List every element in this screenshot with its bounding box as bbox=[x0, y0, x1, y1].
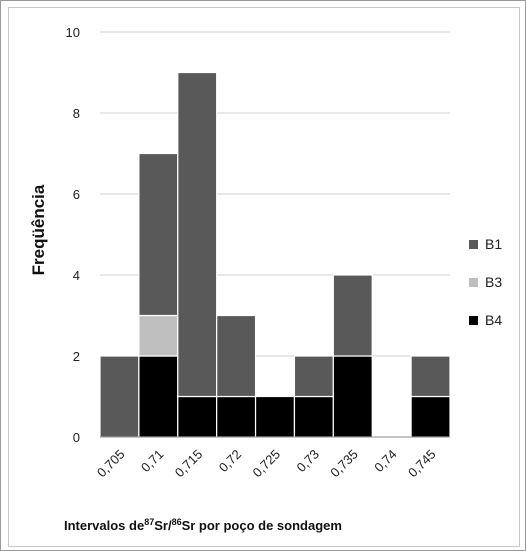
x-axis-title-prefix: Intervalos de bbox=[64, 518, 144, 533]
x-tick-label: 0,73 bbox=[294, 447, 323, 476]
bar-segment-b4 bbox=[216, 395, 257, 438]
bar-segment-b1 bbox=[99, 355, 140, 438]
x-axis-title-sup1: 87 bbox=[144, 517, 154, 527]
x-tick-label: 0,735 bbox=[327, 447, 361, 481]
legend-swatch-b3 bbox=[469, 278, 478, 287]
y-tick-label: 4 bbox=[73, 268, 80, 283]
bar-segment-b4 bbox=[177, 395, 218, 438]
y-tick-label: 10 bbox=[66, 25, 80, 40]
y-tick-label: 6 bbox=[73, 187, 80, 202]
bar-segment-b1 bbox=[177, 71, 218, 398]
bar-segment-b4 bbox=[254, 395, 296, 438]
bar-segment-b1 bbox=[293, 355, 334, 398]
bar-segment-b4 bbox=[332, 355, 373, 438]
x-axis-title-sup2: 86 bbox=[172, 517, 182, 527]
x-tick-label: 0,72 bbox=[216, 447, 245, 476]
bar-segment-b4 bbox=[410, 395, 451, 438]
bar-segment-b1 bbox=[216, 314, 257, 398]
x-tick-label: 0,725 bbox=[250, 447, 284, 481]
x-tick-label: 0,705 bbox=[94, 447, 128, 481]
x-tick-label: 0,715 bbox=[172, 447, 206, 481]
x-tick-labels: 0,705 0,71 0,715 0,72 0,725 0,73 0,735 0,74 0,74… bbox=[94, 447, 439, 481]
bars bbox=[99, 71, 451, 438]
y-tick-label: 2 bbox=[73, 349, 80, 364]
bar-segment-b4 bbox=[138, 355, 179, 438]
bar-segment-b3 bbox=[138, 314, 179, 357]
bar-segment-b1 bbox=[410, 355, 451, 398]
legend: B1 B3 B4 bbox=[469, 236, 502, 328]
legend-label-b4: B4 bbox=[485, 312, 502, 328]
y-tick-label: 8 bbox=[73, 106, 80, 121]
x-tick-label: 0,71 bbox=[138, 447, 167, 476]
bar-segment-b4 bbox=[293, 395, 334, 438]
x-tick-label: 0,745 bbox=[405, 447, 439, 481]
y-axis-title: Freqüência bbox=[29, 184, 48, 275]
legend-label-b1: B1 bbox=[485, 236, 502, 252]
legend-swatch-b4 bbox=[469, 316, 478, 325]
legend-label-b3: B3 bbox=[485, 274, 502, 290]
chart-inner-border bbox=[8, 7, 520, 547]
x-axis-title: Intervalos de87Sr/86Sr por poço de sonda… bbox=[64, 517, 342, 533]
y-tick-labels: 0 2 4 6 8 10 bbox=[66, 25, 80, 445]
bar-segment-b1 bbox=[332, 274, 373, 357]
x-tick-label: 0,74 bbox=[371, 447, 400, 476]
y-tick-label: 0 bbox=[73, 430, 80, 445]
bar-segment-b1 bbox=[138, 152, 179, 317]
x-axis-title-suffix: Sr por poço de sondagem bbox=[182, 518, 342, 533]
x-axis-title-mid: Sr/ bbox=[154, 518, 172, 533]
legend-swatch-b1 bbox=[469, 240, 478, 249]
